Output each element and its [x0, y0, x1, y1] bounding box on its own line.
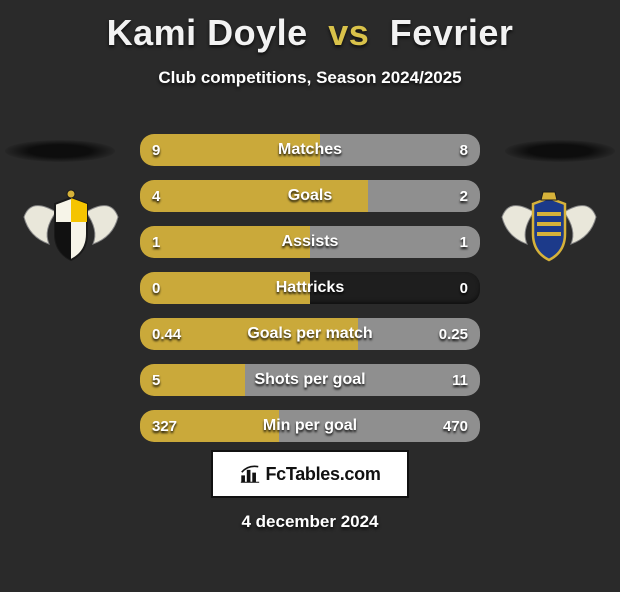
stat-bar-left [140, 180, 368, 212]
stat-value-right: 0 [460, 272, 468, 304]
stat-bar-left [140, 272, 310, 304]
stat-bar-left [140, 226, 310, 258]
shadow-oval-right [505, 140, 615, 162]
stat-row: Goals42 [140, 180, 480, 212]
stat-bar-right [310, 226, 480, 258]
comparison-bars: Matches98 Goals42 Assists11 Hattricks00 Goal… [140, 134, 480, 456]
stat-row: Min per goal327470 [140, 410, 480, 442]
generated-date: 4 december 2024 [0, 512, 620, 532]
stat-row: Shots per goal511 [140, 364, 480, 396]
comparison-title: Kami Doyle vs Fevrier [0, 12, 620, 54]
stat-row: Hattricks00 [140, 272, 480, 304]
stat-bar-right [320, 134, 480, 166]
brand-box: FcTables.com [211, 450, 409, 498]
stat-bar-left [140, 410, 279, 442]
brand-chart-icon [239, 463, 261, 485]
player2-name: Fevrier [390, 12, 514, 53]
stat-bar-left [140, 318, 358, 350]
stat-bar-left [140, 134, 320, 166]
crest-shield-icon [55, 190, 87, 260]
player1-name: Kami Doyle [107, 12, 308, 53]
vs-label: vs [328, 12, 369, 53]
stat-row: Matches98 [140, 134, 480, 166]
stat-bar-right [279, 410, 480, 442]
stat-bar-right [245, 364, 480, 396]
club-crest-right [498, 182, 600, 270]
stat-row: Goals per match0.440.25 [140, 318, 480, 350]
stat-bar-left [140, 364, 245, 396]
stat-bar-right [358, 318, 480, 350]
stat-row: Assists11 [140, 226, 480, 258]
shadow-oval-left [5, 140, 115, 162]
crest-shield-icon [533, 192, 565, 260]
season-subtitle: Club competitions, Season 2024/2025 [0, 68, 620, 88]
stat-bar-right [368, 180, 480, 212]
club-crest-left [20, 182, 122, 270]
brand-text: FcTables.com [265, 464, 380, 485]
